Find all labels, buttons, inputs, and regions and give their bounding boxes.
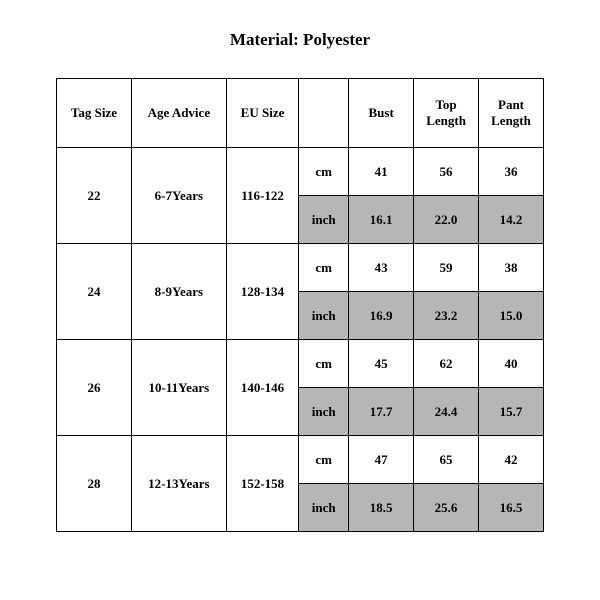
cell-bust-cm: 45 bbox=[349, 340, 414, 388]
cell-bust-inch: 16.1 bbox=[349, 196, 414, 244]
cell-top-inch: 23.2 bbox=[414, 292, 479, 340]
col-eu-size: EU Size bbox=[226, 79, 298, 148]
table-row: 2812-13Years152-158cm476542 bbox=[57, 436, 544, 484]
page-title: Material: Polyester bbox=[56, 30, 544, 50]
table-header-row: Tag Size Age Advice EU Size Bust Top Len… bbox=[57, 79, 544, 148]
cell-pant-inch: 16.5 bbox=[479, 484, 544, 532]
cell-age-advice: 12-13Years bbox=[131, 436, 226, 532]
cell-tag-size: 22 bbox=[57, 148, 132, 244]
cell-pant-inch: 15.7 bbox=[479, 388, 544, 436]
cell-unit-cm: cm bbox=[299, 340, 349, 388]
cell-top-cm: 65 bbox=[414, 436, 479, 484]
table-row: 226-7Years116-122cm415636 bbox=[57, 148, 544, 196]
cell-bust-inch: 17.7 bbox=[349, 388, 414, 436]
col-top-length: Top Length bbox=[414, 79, 479, 148]
cell-age-advice: 8-9Years bbox=[131, 244, 226, 340]
cell-top-inch: 22.0 bbox=[414, 196, 479, 244]
cell-pant-cm: 36 bbox=[479, 148, 544, 196]
col-pant-length: Pant Length bbox=[479, 79, 544, 148]
cell-top-cm: 56 bbox=[414, 148, 479, 196]
cell-tag-size: 24 bbox=[57, 244, 132, 340]
table-row: 2610-11Years140-146cm456240 bbox=[57, 340, 544, 388]
col-age-advice: Age Advice bbox=[131, 79, 226, 148]
cell-unit-cm: cm bbox=[299, 244, 349, 292]
cell-pant-cm: 40 bbox=[479, 340, 544, 388]
cell-unit-cm: cm bbox=[299, 436, 349, 484]
cell-bust-inch: 16.9 bbox=[349, 292, 414, 340]
col-bust: Bust bbox=[349, 79, 414, 148]
cell-unit-inch: inch bbox=[299, 484, 349, 532]
cell-tag-size: 26 bbox=[57, 340, 132, 436]
cell-unit-cm: cm bbox=[299, 148, 349, 196]
cell-pant-cm: 38 bbox=[479, 244, 544, 292]
col-unit bbox=[299, 79, 349, 148]
cell-pant-inch: 15.0 bbox=[479, 292, 544, 340]
cell-bust-cm: 43 bbox=[349, 244, 414, 292]
cell-top-inch: 25.6 bbox=[414, 484, 479, 532]
cell-pant-inch: 14.2 bbox=[479, 196, 544, 244]
cell-top-cm: 59 bbox=[414, 244, 479, 292]
col-tag-size: Tag Size bbox=[57, 79, 132, 148]
cell-eu-size: 128-134 bbox=[226, 244, 298, 340]
size-table: Tag Size Age Advice EU Size Bust Top Len… bbox=[56, 78, 544, 532]
cell-tag-size: 28 bbox=[57, 436, 132, 532]
cell-unit-inch: inch bbox=[299, 388, 349, 436]
cell-top-inch: 24.4 bbox=[414, 388, 479, 436]
cell-age-advice: 6-7Years bbox=[131, 148, 226, 244]
cell-age-advice: 10-11Years bbox=[131, 340, 226, 436]
cell-eu-size: 116-122 bbox=[226, 148, 298, 244]
cell-pant-cm: 42 bbox=[479, 436, 544, 484]
cell-bust-inch: 18.5 bbox=[349, 484, 414, 532]
cell-bust-cm: 41 bbox=[349, 148, 414, 196]
cell-eu-size: 140-146 bbox=[226, 340, 298, 436]
cell-eu-size: 152-158 bbox=[226, 436, 298, 532]
cell-top-cm: 62 bbox=[414, 340, 479, 388]
cell-bust-cm: 47 bbox=[349, 436, 414, 484]
cell-unit-inch: inch bbox=[299, 196, 349, 244]
table-row: 248-9Years128-134cm435938 bbox=[57, 244, 544, 292]
cell-unit-inch: inch bbox=[299, 292, 349, 340]
